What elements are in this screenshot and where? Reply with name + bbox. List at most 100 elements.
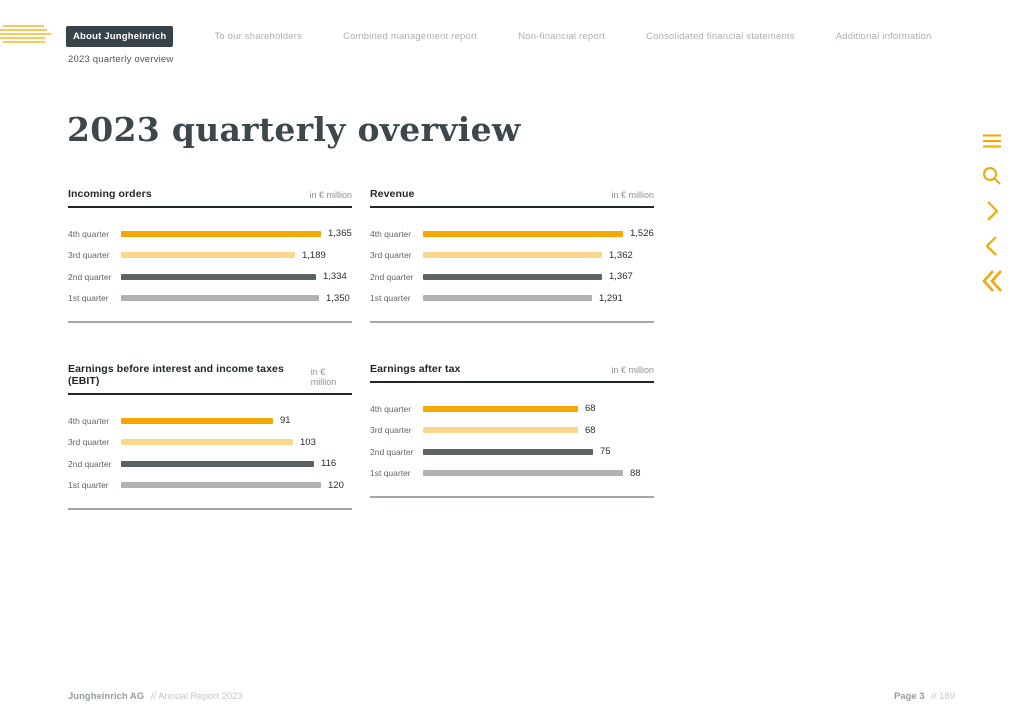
- bar-row: 2nd quarter 75: [370, 441, 654, 463]
- bar: [423, 427, 578, 434]
- bar-row: 4th quarter 1,526: [370, 223, 654, 245]
- bar-row: 4th quarter 68: [370, 398, 654, 420]
- bar-value: 1,365: [328, 228, 352, 240]
- bar: [121, 273, 316, 280]
- chart-unit-label: in € million: [611, 190, 654, 200]
- chart-unit-label: in € million: [611, 365, 654, 375]
- top-navigation: About Jungheinrich To our shareholders C…: [66, 26, 964, 47]
- bar-row: 4th quarter 1,365: [68, 223, 352, 245]
- chart-header: Revenue in € million: [370, 188, 654, 208]
- jungheinrich-logo-stripes: [0, 25, 51, 43]
- bar: [423, 405, 578, 412]
- bar-value: 103: [300, 436, 316, 448]
- quarter-label: 2nd quarter: [68, 271, 112, 282]
- bar-value: 116: [321, 458, 337, 470]
- nav-item-about-jungheinrich[interactable]: About Jungheinrich: [66, 26, 174, 47]
- quarter-label: 2nd quarter: [370, 271, 414, 282]
- quarter-label: 3rd quarter: [68, 437, 110, 448]
- bar-row: 1st quarter 88: [370, 463, 654, 485]
- quarter-label: 1st quarter: [370, 468, 411, 479]
- quarter-label: 2nd quarter: [370, 446, 414, 457]
- quarter-label: 3rd quarter: [370, 425, 412, 436]
- nav-item-additional-information[interactable]: Additional information: [835, 31, 932, 42]
- bar: [121, 295, 319, 302]
- quarter-label: 1st quarter: [68, 480, 109, 491]
- double-chevron-left-icon[interactable]: [981, 270, 1003, 292]
- chart-unit-label: in € million: [310, 367, 337, 387]
- chart-title: Earnings before interest and income taxe…: [68, 363, 284, 387]
- footer-report-title: // Annual Report 2023: [150, 691, 243, 702]
- bar: [423, 252, 602, 259]
- footer-page-total: // 189: [931, 691, 955, 702]
- bar-row: 3rd quarter 68: [370, 420, 654, 442]
- bar-value: 1,291: [599, 292, 623, 304]
- chevron-right-icon[interactable]: [981, 200, 1003, 222]
- icon-rail: [981, 130, 1003, 292]
- bar-value: 91: [280, 415, 291, 427]
- chart-title: Revenue: [370, 188, 415, 200]
- bar: [423, 230, 623, 237]
- chart-header: Earnings before interest and income taxe…: [68, 363, 352, 395]
- bar-value: 1,350: [326, 292, 350, 304]
- bar-value: 88: [630, 467, 641, 479]
- chevron-left-icon[interactable]: [981, 235, 1003, 257]
- charts-grid: Incoming orders in € million 4th quarter…: [68, 188, 654, 510]
- quarter-label: 3rd quarter: [370, 250, 412, 261]
- bar-row: 4th quarter 91: [68, 410, 352, 432]
- bar: [121, 460, 314, 467]
- bar-value: 75: [600, 446, 611, 458]
- jungheinrich-logo[interactable]: [0, 24, 52, 51]
- chart-body: 4th quarter 68 3rd quarter 68 2nd quarte…: [370, 383, 654, 498]
- bar: [121, 482, 321, 489]
- bar-row: 3rd quarter 1,189: [68, 245, 352, 267]
- nav-item-combined-management-report[interactable]: Combined management report: [343, 31, 478, 42]
- bar: [121, 417, 273, 424]
- quarter-label: 4th quarter: [68, 415, 110, 426]
- chart-body: 4th quarter 91 3rd quarter 103 2nd quart…: [68, 395, 352, 510]
- bar: [121, 439, 293, 446]
- page-footer: Jungheinrich AG // Annual Report 2023 Pa…: [68, 691, 955, 702]
- chart-header: Earnings after tax in € million: [370, 363, 654, 383]
- bar-value: 1,526: [630, 228, 654, 240]
- chart-title: Incoming orders: [68, 188, 152, 200]
- quarter-label: 1st quarter: [370, 293, 411, 304]
- footer-right: Page 3 // 189: [894, 691, 955, 702]
- bar-value: 68: [585, 424, 596, 436]
- chart-revenue: Revenue in € million 4th quarter 1,526 3…: [370, 188, 654, 323]
- chart-earnings-after-tax: Earnings after tax in € million 4th quar…: [370, 363, 654, 510]
- chart-unit-label: in € million: [309, 190, 352, 200]
- bar: [423, 273, 602, 280]
- footer-company: Jungheinrich AG: [68, 691, 145, 702]
- chart-incoming-orders: Incoming orders in € million 4th quarter…: [68, 188, 352, 323]
- chart-title: Earnings after tax: [370, 363, 461, 375]
- nav-item-consolidated-financial-statements[interactable]: Consolidated financial statements: [646, 31, 795, 42]
- bar-row: 1st quarter 1,291: [370, 288, 654, 310]
- chart-ebit: Earnings before interest and income taxe…: [68, 363, 352, 510]
- quarter-label: 1st quarter: [68, 293, 109, 304]
- quarter-label: 4th quarter: [68, 228, 110, 239]
- footer-left: Jungheinrich AG // Annual Report 2023: [68, 691, 243, 702]
- footer-page-number: Page 3: [893, 691, 925, 702]
- bar-row: 1st quarter 1,350: [68, 288, 352, 310]
- nav-item-to-our-shareholders[interactable]: To our shareholders: [214, 31, 303, 42]
- bar: [423, 448, 593, 455]
- search-icon[interactable]: [981, 165, 1003, 187]
- page-title: 2023 quarterly overview: [67, 110, 521, 149]
- bar: [121, 252, 295, 259]
- bar: [423, 295, 592, 302]
- bar-row: 3rd quarter 103: [68, 432, 352, 454]
- bar-row: 2nd quarter 1,334: [68, 266, 352, 288]
- bar-value: 1,362: [609, 249, 633, 261]
- bar: [121, 230, 321, 237]
- nav-item-non-financial-report[interactable]: Non-financial report: [518, 31, 606, 42]
- chart-body: 4th quarter 1,526 3rd quarter 1,362 2nd …: [370, 208, 654, 323]
- quarter-label: 4th quarter: [370, 403, 412, 414]
- bar-row: 2nd quarter 1,367: [370, 266, 654, 288]
- menu-icon[interactable]: [981, 130, 1003, 152]
- breadcrumb[interactable]: 2023 quarterly overview: [68, 54, 174, 65]
- chart-body: 4th quarter 1,365 3rd quarter 1,189 2nd …: [68, 208, 352, 323]
- bar: [423, 470, 623, 477]
- bar-row: 3rd quarter 1,362: [370, 245, 654, 267]
- bar-value: 68: [585, 403, 596, 415]
